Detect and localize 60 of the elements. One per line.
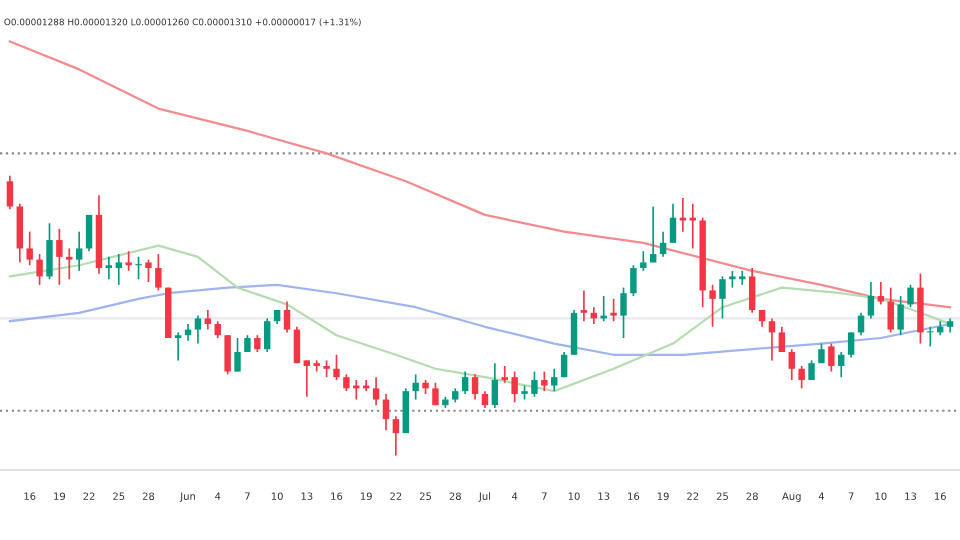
candlestick <box>135 256 142 281</box>
candlestick <box>145 258 152 283</box>
candlestick <box>125 250 132 272</box>
candlestick <box>471 373 479 401</box>
candlestick <box>798 365 805 390</box>
candlestick <box>412 373 419 401</box>
candlestick <box>748 267 756 314</box>
candlestick <box>709 283 716 328</box>
candlestick <box>56 228 63 286</box>
candlestick <box>778 325 786 353</box>
candlestick <box>16 202 24 264</box>
candlestick <box>194 314 202 345</box>
candlestick <box>392 415 400 457</box>
candlestick <box>610 297 617 323</box>
candlestick <box>293 325 301 365</box>
candlestick <box>847 331 855 359</box>
candlestick <box>204 309 212 331</box>
candlestick <box>719 275 726 320</box>
candlestick <box>234 337 241 373</box>
candlestick <box>541 370 548 392</box>
candlestick <box>560 351 568 378</box>
candlestick <box>6 174 14 211</box>
candlestick <box>402 387 409 434</box>
candlestick <box>620 286 627 339</box>
candlestick <box>264 317 271 353</box>
candlestick <box>640 250 647 272</box>
candlestick <box>897 295 904 337</box>
candlestick <box>808 359 815 381</box>
candlestick <box>283 300 291 334</box>
candlestick <box>75 230 83 272</box>
candlestick <box>907 283 914 309</box>
candlestick <box>105 256 113 281</box>
candlestick <box>85 214 93 253</box>
candlestick <box>155 253 162 292</box>
candlestick <box>372 376 380 406</box>
candlestick <box>838 351 845 378</box>
candlestick <box>26 230 33 267</box>
candlestick <box>36 253 43 286</box>
candlestick <box>491 362 499 409</box>
candlestick <box>788 348 795 381</box>
candlestick <box>659 230 667 258</box>
candlestick <box>66 247 73 281</box>
candlestick <box>887 286 894 334</box>
candlestick <box>917 272 924 345</box>
candlestick <box>877 281 885 306</box>
candlestick <box>768 317 776 362</box>
candlestick <box>669 202 677 244</box>
candlestick <box>382 393 390 432</box>
candlestick <box>461 370 469 395</box>
candlestick <box>224 334 231 376</box>
candlestick <box>580 289 588 323</box>
candlestick <box>46 222 53 281</box>
candlestick <box>551 367 558 392</box>
candlestick <box>333 353 340 381</box>
candlestick <box>570 309 578 356</box>
candlestick <box>867 281 875 320</box>
candlestick <box>828 342 835 373</box>
candlestick <box>630 264 637 297</box>
candlestick <box>115 253 122 286</box>
candlestick <box>174 331 182 362</box>
